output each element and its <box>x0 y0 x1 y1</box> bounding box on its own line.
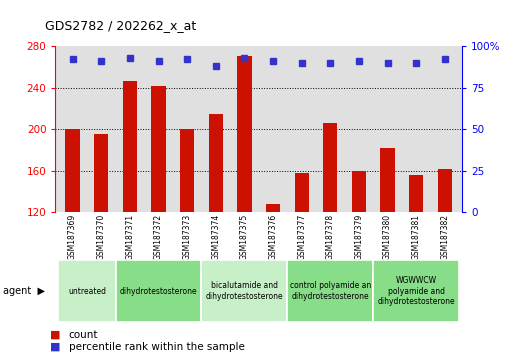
Text: bicalutamide and
dihydrotestosterone: bicalutamide and dihydrotestosterone <box>205 281 283 301</box>
Bar <box>352 171 366 212</box>
Bar <box>209 114 223 212</box>
Text: WGWWCW
polyamide and
dihydrotestosterone: WGWWCW polyamide and dihydrotestosterone <box>378 276 455 306</box>
Bar <box>237 56 251 212</box>
Text: count: count <box>69 330 98 339</box>
Text: GDS2782 / 202262_x_at: GDS2782 / 202262_x_at <box>45 19 196 32</box>
Bar <box>295 173 309 212</box>
Bar <box>65 129 80 212</box>
Bar <box>152 86 166 212</box>
Text: agent  ▶: agent ▶ <box>3 286 45 296</box>
Bar <box>380 148 395 212</box>
Text: ■: ■ <box>50 330 61 339</box>
Text: percentile rank within the sample: percentile rank within the sample <box>69 342 244 352</box>
Text: ■: ■ <box>50 342 61 352</box>
Text: control polyamide an
dihydrotestosterone: control polyamide an dihydrotestosterone <box>290 281 371 301</box>
Bar <box>409 175 423 212</box>
Bar <box>323 123 337 212</box>
Bar <box>438 169 452 212</box>
Text: untreated: untreated <box>68 287 106 296</box>
Bar <box>122 81 137 212</box>
Bar <box>266 204 280 212</box>
Bar <box>94 135 108 212</box>
Text: dihydrotestosterone: dihydrotestosterone <box>120 287 197 296</box>
Bar <box>180 129 194 212</box>
